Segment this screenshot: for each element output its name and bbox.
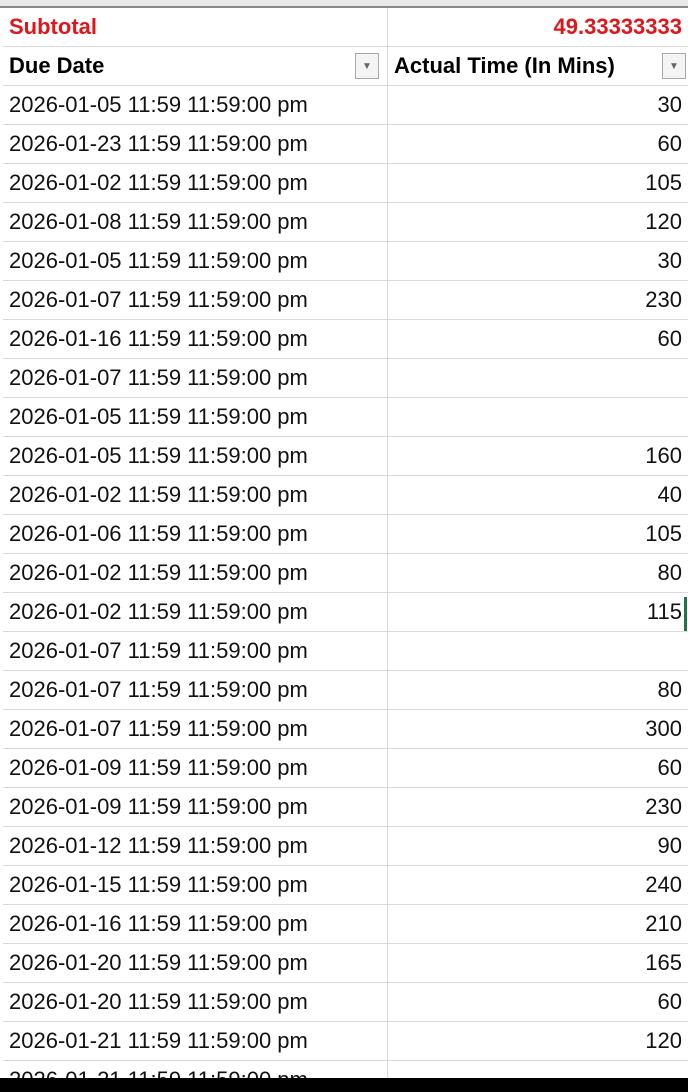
header-row: Due Date ▼ Actual Time (In Mins) ▼ xyxy=(3,47,688,86)
table-row: 2026-01-02 11:59 11:59:00 pm 40 xyxy=(3,476,688,515)
due-date-cell[interactable]: 2026-01-21 11:59 11:59:00 pm xyxy=(3,1061,388,1078)
table-row: 2026-01-09 11:59 11:59:00 pm 60 xyxy=(3,749,688,788)
subtotal-label[interactable]: Subtotal xyxy=(3,8,388,46)
table-row: 2026-01-02 11:59 11:59:00 pm 80 xyxy=(3,554,688,593)
actual-time-cell[interactable]: 30 xyxy=(657,92,682,117)
actual-time-cell[interactable]: 80 xyxy=(657,677,682,702)
column-header-actual-time[interactable]: Actual Time (In Mins) ▼ xyxy=(388,47,688,85)
table-row: 2026-01-05 11:59 11:59:00 pm 160 xyxy=(3,437,688,476)
actual-time-cell[interactable]: 60 xyxy=(657,989,682,1014)
column-header-due-date[interactable]: Due Date ▼ xyxy=(3,47,388,85)
subtotal-value[interactable]: 49.33333333 xyxy=(553,14,682,39)
table-row: 2026-01-09 11:59 11:59:00 pm 230 xyxy=(3,788,688,827)
data-table: Subtotal 49.33333333 Due Date ▼ Actual T… xyxy=(3,8,688,1078)
table-row: 2026-01-07 11:59 11:59:00 pm xyxy=(3,359,688,398)
actual-time-cell[interactable]: 165 xyxy=(645,950,682,975)
toolbar-edge xyxy=(0,0,688,8)
due-date-cell[interactable]: 2026-01-02 11:59 11:59:00 pm xyxy=(3,476,388,514)
actual-time-cell[interactable]: 60 xyxy=(657,755,682,780)
table-row: 2026-01-07 11:59 11:59:00 pm 80 xyxy=(3,671,688,710)
table-row: 2026-01-05 11:59 11:59:00 pm 30 xyxy=(3,86,688,125)
due-date-cell[interactable]: 2026-01-21 11:59 11:59:00 pm xyxy=(3,1022,388,1060)
table-row: 2026-01-15 11:59 11:59:00 pm 240 xyxy=(3,866,688,905)
actual-time-cell[interactable]: 240 xyxy=(645,872,682,897)
table-row: 2026-01-20 11:59 11:59:00 pm 60 xyxy=(3,983,688,1022)
actual-time-cell[interactable]: 105 xyxy=(645,521,682,546)
filter-dropdown-icon[interactable]: ▼ xyxy=(355,53,379,79)
actual-time-cell[interactable]: 60 xyxy=(657,131,682,156)
due-date-cell[interactable]: 2026-01-16 11:59 11:59:00 pm xyxy=(3,905,388,943)
due-date-cell[interactable]: 2026-01-07 11:59 11:59:00 pm xyxy=(3,281,388,319)
due-date-cell[interactable]: 2026-01-09 11:59 11:59:00 pm xyxy=(3,749,388,787)
due-date-cell[interactable]: 2026-01-05 11:59 11:59:00 pm xyxy=(3,242,388,280)
table-row: 2026-01-07 11:59 11:59:00 pm xyxy=(3,632,688,671)
actual-time-cell[interactable]: 60 xyxy=(657,326,682,351)
actual-time-cell[interactable]: 230 xyxy=(645,794,682,819)
due-date-cell[interactable]: 2026-01-02 11:59 11:59:00 pm xyxy=(3,593,388,631)
actual-time-cell[interactable]: 105 xyxy=(645,170,682,195)
table-row: 2026-01-16 11:59 11:59:00 pm 210 xyxy=(3,905,688,944)
due-date-cell[interactable]: 2026-01-05 11:59 11:59:00 pm xyxy=(3,437,388,475)
due-date-cell[interactable]: 2026-01-07 11:59 11:59:00 pm xyxy=(3,671,388,709)
table-row: 2026-01-02 11:59 11:59:00 pm 115 xyxy=(3,593,688,632)
table-row: 2026-01-20 11:59 11:59:00 pm 165 xyxy=(3,944,688,983)
actual-time-cell[interactable]: 30 xyxy=(657,248,682,273)
table-row: 2026-01-08 11:59 11:59:00 pm 120 xyxy=(3,203,688,242)
due-date-header-label: Due Date xyxy=(9,53,105,78)
table-row: 2026-01-05 11:59 11:59:00 pm 30 xyxy=(3,242,688,281)
due-date-cell[interactable]: 2026-01-05 11:59 11:59:00 pm xyxy=(3,86,388,124)
table-row: 2026-01-12 11:59 11:59:00 pm 90 xyxy=(3,827,688,866)
table-row: 2026-01-02 11:59 11:59:00 pm 105 xyxy=(3,164,688,203)
actual-time-cell[interactable]: 210 xyxy=(645,911,682,936)
due-date-cell[interactable]: 2026-01-02 11:59 11:59:00 pm xyxy=(3,164,388,202)
due-date-cell[interactable]: 2026-01-15 11:59 11:59:00 pm xyxy=(3,866,388,904)
due-date-cell[interactable]: 2026-01-07 11:59 11:59:00 pm xyxy=(3,359,388,397)
table-row: 2026-01-16 11:59 11:59:00 pm 60 xyxy=(3,320,688,359)
actual-time-cell[interactable] xyxy=(388,632,688,670)
table-row: 2026-01-21 11:59 11:59:00 pm 120 xyxy=(3,1022,688,1061)
actual-time-cell[interactable]: 230 xyxy=(645,287,682,312)
table-row: 2026-01-07 11:59 11:59:00 pm 230 xyxy=(3,281,688,320)
actual-time-cell[interactable]: 80 xyxy=(657,560,682,585)
cell-selection-border xyxy=(684,597,687,631)
actual-time-cell[interactable]: 120 xyxy=(645,1028,682,1053)
due-date-cell[interactable]: 2026-01-20 11:59 11:59:00 pm xyxy=(3,983,388,1021)
subtotal-row: Subtotal 49.33333333 xyxy=(3,8,688,47)
due-date-cell[interactable]: 2026-01-08 11:59 11:59:00 pm xyxy=(3,203,388,241)
table-row: 2026-01-05 11:59 11:59:00 pm xyxy=(3,398,688,437)
due-date-cell[interactable]: 2026-01-12 11:59 11:59:00 pm xyxy=(3,827,388,865)
due-date-cell[interactable]: 2026-01-02 11:59 11:59:00 pm xyxy=(3,554,388,592)
actual-time-cell[interactable] xyxy=(388,398,688,436)
due-date-cell[interactable]: 2026-01-16 11:59 11:59:00 pm xyxy=(3,320,388,358)
actual-time-cell[interactable]: 90 xyxy=(657,833,682,858)
actual-time-cell[interactable] xyxy=(388,359,688,397)
actual-time-header-label: Actual Time (In Mins) xyxy=(394,53,615,78)
table-row: 2026-01-07 11:59 11:59:00 pm 300 xyxy=(3,710,688,749)
due-date-cell[interactable]: 2026-01-07 11:59 11:59:00 pm xyxy=(3,632,388,670)
due-date-cell[interactable]: 2026-01-06 11:59 11:59:00 pm xyxy=(3,515,388,553)
actual-time-cell[interactable]: 115 xyxy=(388,593,688,631)
actual-time-cell[interactable]: 300 xyxy=(645,716,682,741)
due-date-cell[interactable]: 2026-01-09 11:59 11:59:00 pm xyxy=(3,788,388,826)
actual-time-cell[interactable]: 160 xyxy=(645,443,682,468)
filter-dropdown-icon[interactable]: ▼ xyxy=(662,53,686,79)
table-row: 2026-01-21 11:59 11:59:00 pm xyxy=(3,1061,688,1078)
table-row: 2026-01-06 11:59 11:59:00 pm 105 xyxy=(3,515,688,554)
due-date-cell[interactable]: 2026-01-07 11:59 11:59:00 pm xyxy=(3,710,388,748)
due-date-cell[interactable]: 2026-01-20 11:59 11:59:00 pm xyxy=(3,944,388,982)
actual-time-cell[interactable]: 120 xyxy=(645,209,682,234)
actual-time-cell[interactable]: 40 xyxy=(657,482,682,507)
due-date-cell[interactable]: 2026-01-05 11:59 11:59:00 pm xyxy=(3,398,388,436)
table-row: 2026-01-23 11:59 11:59:00 pm 60 xyxy=(3,125,688,164)
actual-time-cell[interactable] xyxy=(388,1061,688,1078)
due-date-cell[interactable]: 2026-01-23 11:59 11:59:00 pm xyxy=(3,125,388,163)
